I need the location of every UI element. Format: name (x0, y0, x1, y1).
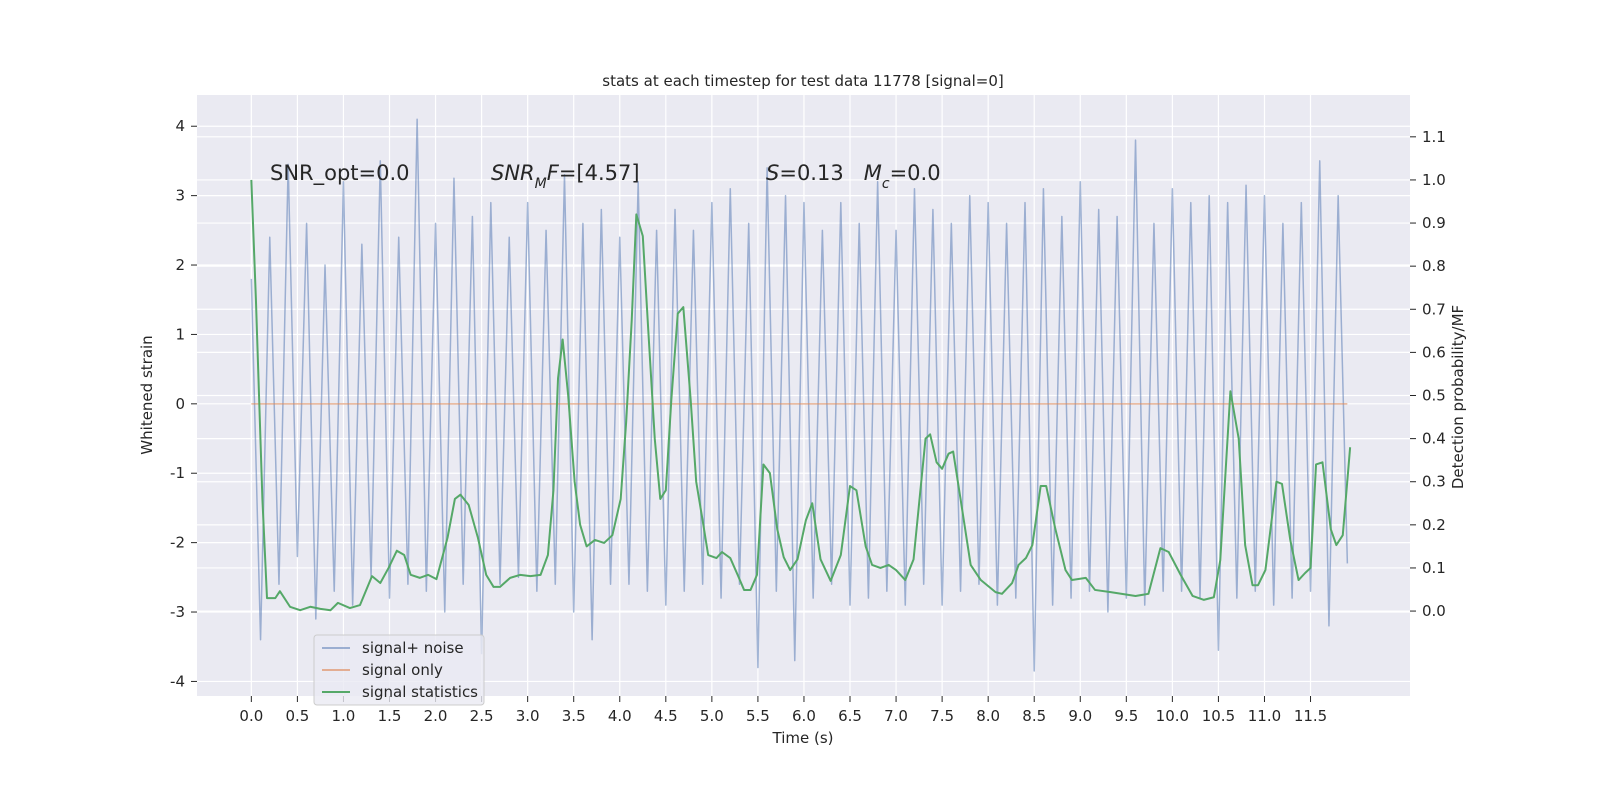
x-tick-label: 6.5 (838, 707, 862, 725)
x-tick-label: 10.0 (1156, 707, 1189, 725)
y-tick-label: 2 (175, 256, 185, 274)
legend-label: signal only (362, 661, 443, 679)
annotation: S=0.13 Mc=0.0 (766, 161, 941, 192)
annotation-part: M (535, 176, 547, 192)
annotation-part: =0.13 (779, 161, 863, 185)
y2-tick-label: 0.9 (1422, 214, 1446, 232)
annotation: SNR_opt=0.0 (270, 161, 410, 186)
x-tick-label: 1.0 (332, 707, 356, 725)
x-tick-label: 7.0 (884, 707, 908, 725)
annotation-part: =[4.57] (559, 161, 640, 185)
x-tick-label: 0.5 (285, 707, 309, 725)
x-tick-label: 3.0 (516, 707, 540, 725)
y2-tick-label: 0.7 (1422, 300, 1446, 318)
legend-box (313, 634, 485, 706)
legend-label: signal+ noise (362, 639, 464, 657)
y-tick-label: -2 (170, 534, 185, 552)
series-line (250, 118, 1349, 672)
annotation-part: SNR (491, 161, 535, 185)
annotation-part: c (882, 176, 890, 192)
y-tick-label: 4 (175, 117, 185, 135)
x-tick-label: 9.5 (1114, 707, 1138, 725)
x-axis-label: Time (s) (772, 729, 834, 747)
x-tick-label: 10.5 (1202, 707, 1235, 725)
x-tick-label: 4.0 (608, 707, 632, 725)
annotation-part: M (864, 161, 882, 185)
y-tick-label: -1 (170, 464, 185, 482)
y2-tick-label: 0.4 (1422, 430, 1446, 448)
x-tick-label: 1.5 (378, 707, 402, 725)
x-tick-label: 5.5 (746, 707, 770, 725)
y2-tick-label: 1.1 (1422, 128, 1446, 146)
annotation-part: S (766, 161, 779, 185)
x-tick-label: 3.5 (562, 707, 586, 725)
y2-tick-label: 0.2 (1422, 516, 1446, 534)
y-tick-label: -3 (170, 603, 185, 621)
y-tick-label: 3 (175, 187, 185, 205)
y2-tick-label: 0.0 (1422, 602, 1446, 620)
x-tick-label: 8.0 (976, 707, 1000, 725)
y2-tick-label: 1.0 (1422, 171, 1446, 189)
x-tick-label: 5.0 (700, 707, 724, 725)
data-layer (250, 118, 1352, 672)
legend: signal+ noise signal only signal statistic… (313, 634, 485, 706)
x-tick-label: 2.0 (424, 707, 448, 725)
x-tick-label: 6.0 (792, 707, 816, 725)
chart-title: stats at each timestep for test data 117… (602, 72, 1003, 90)
x-tick-label: 7.5 (930, 707, 954, 725)
x-tick-label: 4.5 (654, 707, 678, 725)
series-line (250, 179, 1352, 612)
y2-tick-label: 0.1 (1422, 559, 1446, 577)
x-tick-label: 11.5 (1294, 707, 1327, 725)
y-tick-label: -4 (170, 672, 185, 690)
y2-tick-label: 0.8 (1422, 257, 1446, 275)
y-tick-label: 1 (175, 325, 185, 343)
legend-label: signal statistics (362, 683, 478, 701)
y2-tick-label: 0.5 (1422, 387, 1446, 405)
annotation-part: SNR_opt=0.0 (270, 161, 410, 186)
y2-tick-label: 0.3 (1422, 473, 1446, 491)
x-tick-label: 8.5 (1022, 707, 1046, 725)
y2-axis-label: Detection probability/MF (1449, 305, 1467, 489)
y2-tick-label: 0.6 (1422, 343, 1446, 361)
x-tick-label: 2.5 (470, 707, 494, 725)
x-tick-label: 11.0 (1248, 707, 1281, 725)
annotation: SNRMF=[4.57] (491, 161, 640, 192)
annotation-part: F (547, 161, 560, 185)
x-tick-label: 9.0 (1068, 707, 1092, 725)
annotation-part: =0.0 (890, 161, 941, 185)
y-tick-label: 0 (175, 395, 185, 413)
x-tick-label: 0.0 (239, 707, 263, 725)
y-axis-label: Whitened strain (138, 335, 156, 454)
